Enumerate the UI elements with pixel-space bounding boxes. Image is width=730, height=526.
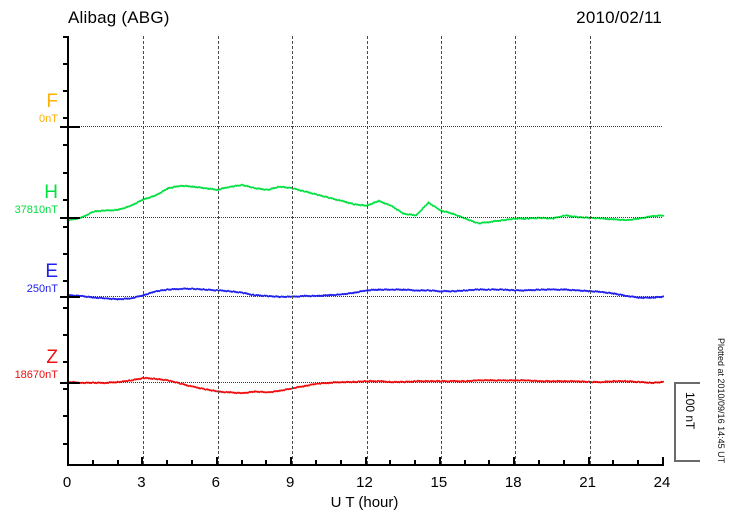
y-axis-tick (63, 388, 69, 391)
x-axis-tick (240, 460, 243, 466)
component-name: H (44, 182, 58, 203)
baseline-z (69, 382, 662, 383)
y-axis-tick (63, 252, 69, 255)
baseline-h (69, 217, 662, 218)
x-axis-tick (215, 457, 218, 466)
x-axis-tick (290, 457, 293, 466)
baseline-f (69, 126, 662, 127)
x-axis-tick (612, 460, 615, 466)
x-axis-label: 0 (62, 474, 72, 491)
plotted-at-note: Plotted at 2010/09/16 14:45 UT (716, 338, 726, 464)
y-axis-tick (63, 415, 69, 418)
y-axis-tick (63, 334, 69, 337)
x-axis-tick (463, 460, 466, 466)
baseline-tick-z (60, 382, 80, 384)
y-axis-tick (63, 117, 69, 120)
x-axis-tick (116, 460, 119, 466)
x-axis-tick (364, 457, 367, 466)
x-axis-label: 3 (137, 474, 146, 491)
x-axis-tick (538, 460, 541, 466)
x-axis-label: 15 (430, 474, 448, 491)
x-axis-tick (488, 460, 491, 466)
x-axis-tick (637, 460, 640, 466)
page-title: Alibag (ABG) (68, 8, 170, 27)
y-axis-tick (63, 36, 69, 38)
x-axis-label: 18 (504, 474, 522, 491)
baseline-tick-e (60, 296, 80, 298)
y-axis-tick (63, 198, 69, 201)
plot-inner (60, 36, 664, 464)
x-axis-tick (438, 457, 441, 466)
baseline-tick-f (60, 126, 80, 128)
observation-date: 2010/02/11 (576, 8, 662, 27)
x-axis-tick (587, 457, 590, 466)
x-axis-tick (339, 460, 342, 466)
component-name: E (45, 261, 58, 282)
scale-bar-cap-bottom (674, 460, 700, 462)
x-axis-label: 24 (653, 474, 671, 491)
x-axis-tick (662, 457, 664, 466)
x-axis-tick (166, 460, 169, 466)
x-axis-tick (91, 460, 94, 466)
vertical-gridline (217, 36, 219, 464)
y-axis-tick (63, 171, 69, 174)
baseline-e (69, 296, 662, 297)
scale-bar-cap-top (674, 382, 700, 384)
scale-bar (674, 382, 700, 462)
x-axis-label: 12 (356, 474, 373, 491)
component-label-h: H 37810nT (15, 183, 58, 216)
x-axis-tick (513, 457, 516, 466)
x-axis-label: 9 (285, 474, 295, 491)
y-axis-tick (63, 361, 69, 364)
component-name: Z (46, 347, 58, 368)
component-baseline-value: 37810nT (14, 204, 58, 216)
vertical-gridline (143, 36, 145, 464)
x-axis-tick (562, 460, 565, 466)
y-axis-tick (63, 63, 69, 66)
component-label-z: Z 18670nT (15, 348, 58, 381)
baseline-tick-h (60, 217, 80, 219)
y-axis-tick (63, 442, 69, 445)
x-axis-tick (414, 460, 417, 466)
x-axis-tick (141, 457, 144, 466)
scale-bar-stem (674, 382, 676, 462)
vertical-gridline (292, 36, 294, 464)
vertical-gridline (589, 36, 591, 464)
vertical-gridline (515, 36, 517, 464)
x-axis: 0 3 6 9 12 15 18 21 24 U T (hour) (63, 36, 670, 526)
component-name: F (46, 91, 58, 112)
component-label-f: F 0nT (39, 92, 58, 125)
x-axis-label: 6 (211, 474, 220, 491)
x-axis-tick (314, 460, 317, 466)
plot-area (60, 36, 664, 466)
x-axis-label: 21 (579, 474, 596, 491)
x-axis-tick (190, 460, 193, 466)
x-axis-tick (389, 460, 392, 466)
y-axis-tick (63, 279, 69, 282)
component-baseline-value: 18670nT (14, 369, 58, 381)
component-baseline-value: 0nT (39, 113, 58, 125)
vertical-gridline (366, 36, 368, 464)
y-axis-tick (63, 307, 69, 309)
x-axis-tick (265, 460, 268, 466)
y-axis-tick (63, 90, 69, 93)
x-axis-title: U T (hour) (330, 494, 399, 511)
component-label-e: E 250nT (27, 262, 58, 295)
scale-bar-label: 100 nT (683, 392, 697, 430)
component-baseline-value: 250nT (26, 283, 58, 295)
x-axis-tick (67, 457, 69, 466)
y-axis-tick (63, 144, 69, 147)
y-axis-tick (63, 225, 69, 228)
vertical-gridline (440, 36, 442, 464)
